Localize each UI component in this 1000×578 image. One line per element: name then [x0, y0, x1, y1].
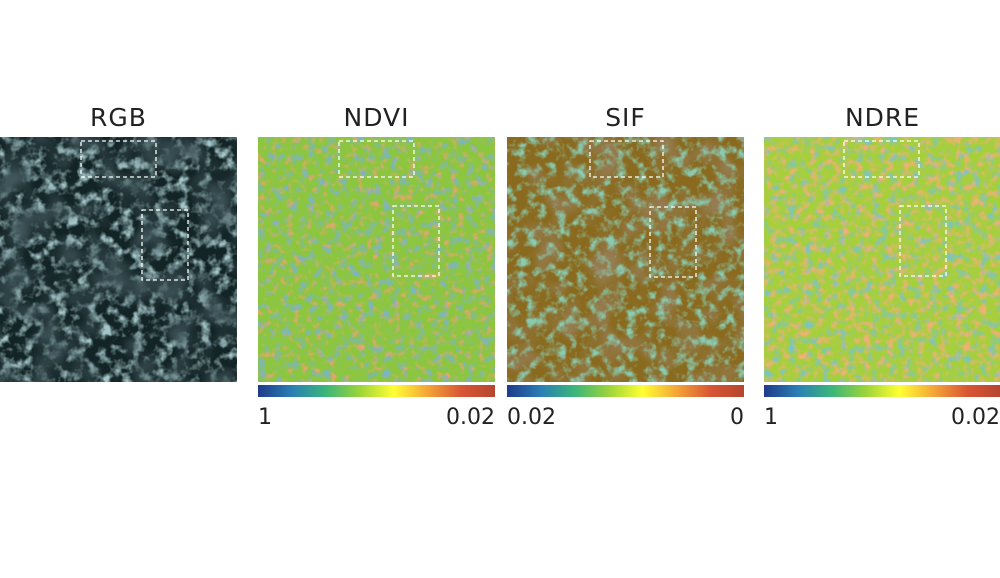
marker-box	[141, 209, 189, 281]
sif-colorbar-max-label: 0	[730, 405, 744, 430]
sif-colorbar	[507, 385, 744, 397]
rgb-image	[0, 137, 237, 382]
panel-title-sif: SIF	[605, 103, 646, 132]
marker-box	[649, 206, 697, 278]
marker-box	[392, 205, 440, 277]
ndvi-colorbar	[258, 385, 495, 397]
ndre-colorbar-min-label: 1	[764, 405, 778, 430]
ndvi-colorbar-max-label: 0.02	[446, 405, 495, 430]
marker-box	[899, 205, 947, 277]
ndvi-image	[258, 137, 495, 382]
panel-title-ndvi: NDVI	[343, 103, 410, 132]
ndre-image	[764, 137, 1000, 382]
panel-title-rgb: RGB	[90, 103, 147, 132]
sif-colorbar-min-label: 0.02	[507, 405, 556, 430]
ndre-colorbar-max-label: 0.02	[951, 405, 1000, 430]
marker-box	[338, 140, 415, 178]
ndre-colorbar	[764, 385, 1000, 397]
ndvi-colorbar-min-label: 1	[258, 405, 272, 430]
marker-box	[80, 140, 157, 178]
sif-image	[507, 137, 744, 382]
panel-title-ndre: NDRE	[844, 103, 921, 132]
marker-box	[589, 140, 664, 178]
marker-box	[843, 140, 920, 178]
